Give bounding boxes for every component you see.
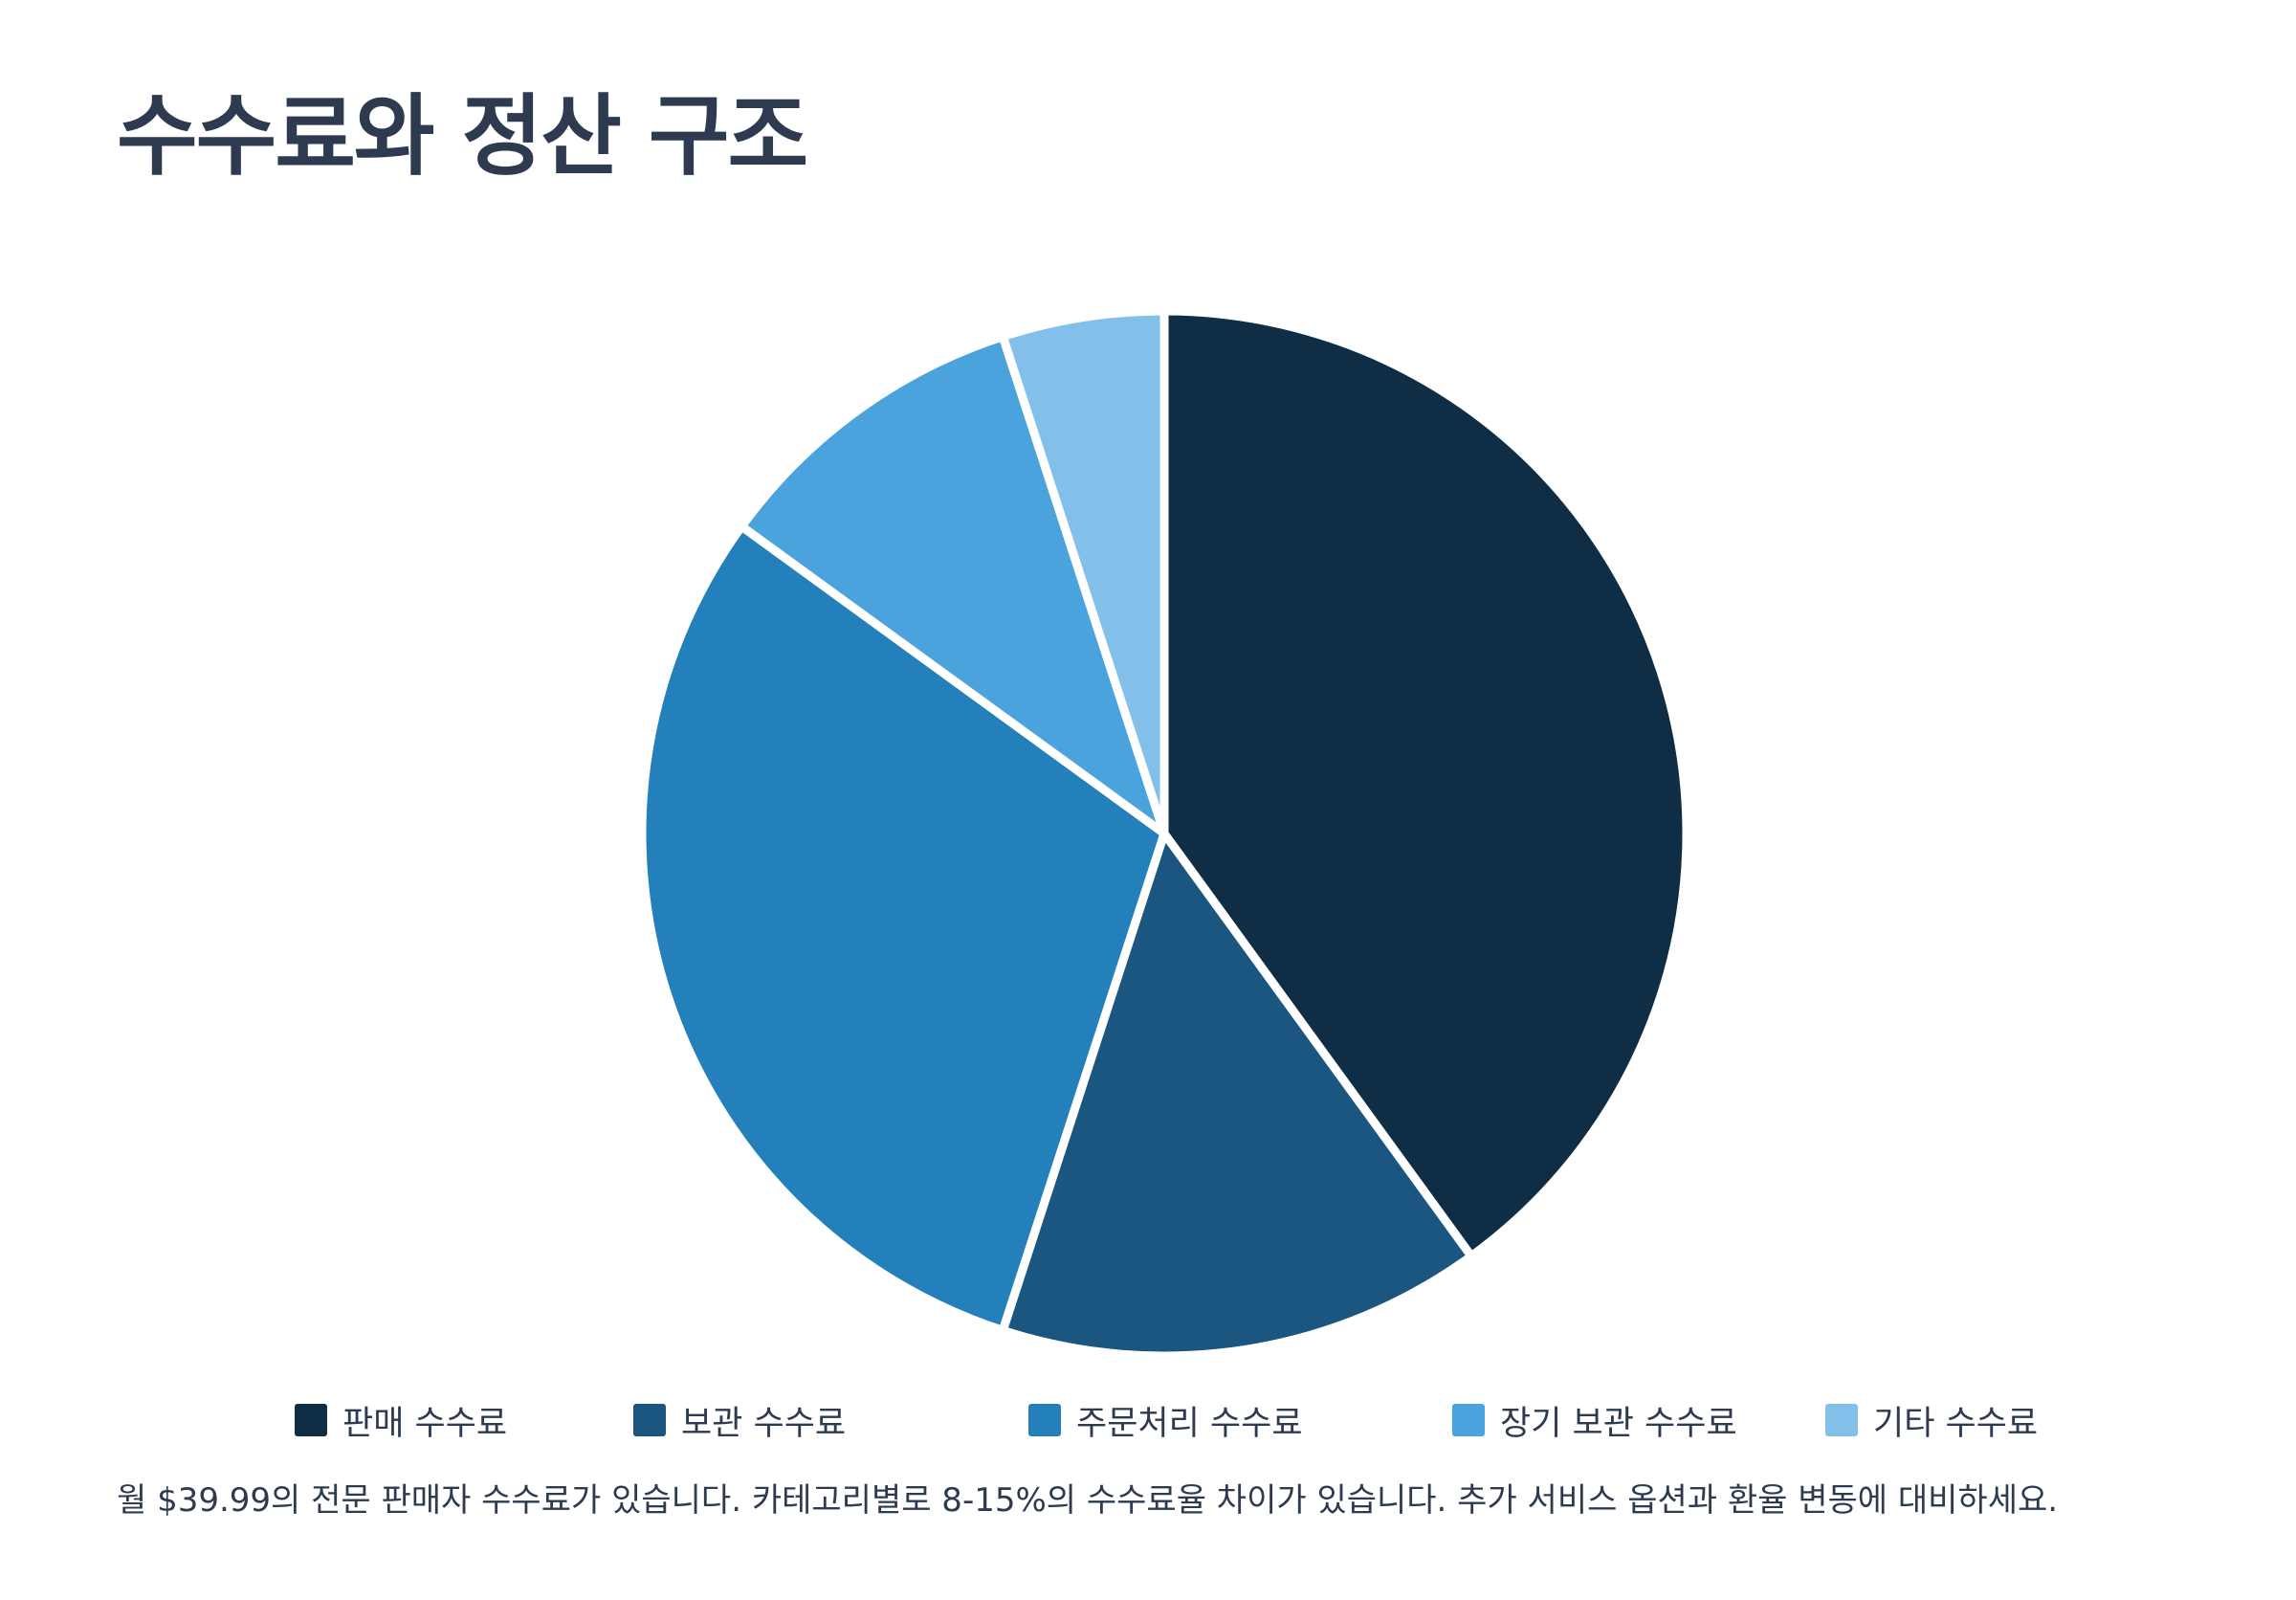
legend-label: 보관 수수료 <box>681 1404 847 1443</box>
pie-slice-1 <box>1159 306 1691 1261</box>
legend-item: 보관 수수료 <box>633 1391 846 1449</box>
legend-swatch <box>1452 1404 1485 1436</box>
legend-swatch <box>295 1404 327 1436</box>
pie-slice-5 <box>998 306 1169 838</box>
pie-slice-3 <box>637 522 1169 1335</box>
pie-slice-4 <box>737 332 1169 838</box>
legend-item: 장기 보관 수수료 <box>1452 1391 1737 1449</box>
legend-item: 판매 수수료 <box>295 1391 507 1449</box>
footer-note: 월 $39.99의 전문 판매자 수수료가 있습니다. 카테고리별로 8-15%… <box>117 1481 2059 1520</box>
page-title: 수수료와 정산 구조 <box>117 85 808 188</box>
legend-swatch <box>1825 1404 1858 1436</box>
legend-swatch <box>1028 1404 1061 1436</box>
legend-label: 판매 수수료 <box>342 1404 508 1443</box>
legend-label: 기타 수수료 <box>1873 1404 2039 1443</box>
pie-chart <box>637 306 1691 1361</box>
legend-label: 장기 보관 수수료 <box>1500 1404 1737 1443</box>
legend-item: 기타 수수료 <box>1825 1391 2038 1449</box>
legend-swatch <box>633 1404 666 1436</box>
chart-legend: 판매 수수료 보관 수수료 주문처리 수수료 장기 보관 수수료 기타 수수료 <box>0 1391 2296 1449</box>
pie-slice-2 <box>998 829 1476 1361</box>
legend-item: 주문처리 수수료 <box>1028 1391 1303 1449</box>
legend-label: 주문처리 수수료 <box>1076 1404 1303 1443</box>
